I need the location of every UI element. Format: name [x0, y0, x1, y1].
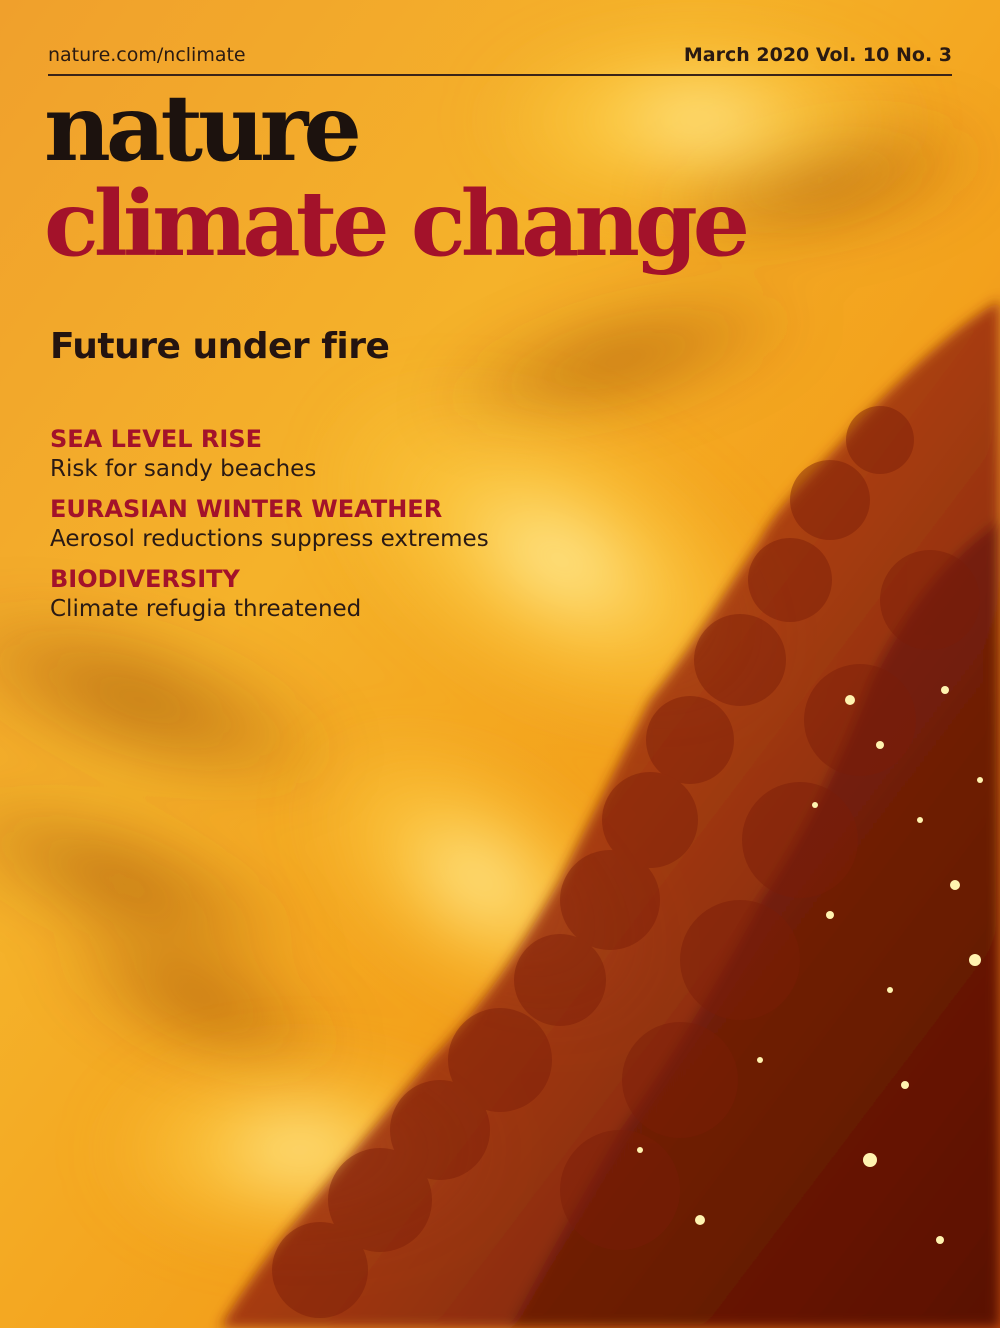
teaser-text: Risk for sandy beaches [50, 456, 317, 482]
cover-header: nature.com/nclimate March 2020 Vol. 10 N… [48, 44, 952, 74]
teaser-topic: BIODIVERSITY [50, 565, 240, 593]
journal-url: nature.com/nclimate [48, 44, 246, 66]
masthead-nature: nature [44, 74, 362, 182]
teaser-text: Climate refugia threatened [50, 596, 362, 622]
masthead-climate-change: climate change [44, 171, 750, 277]
cover-headline: Future under fire [50, 326, 390, 367]
header-rule [48, 74, 952, 76]
cover-teasers: SEA LEVEL RISE Risk for sandy beaches EU… [50, 424, 489, 634]
teaser-topic: SEA LEVEL RISE [50, 425, 263, 453]
teaser-item: EURASIAN WINTER WEATHER Aerosol reductio… [50, 494, 489, 554]
teaser-item: BIODIVERSITY Climate refugia threatened [50, 564, 489, 624]
issue-info: March 2020 Vol. 10 No. 3 [683, 44, 952, 66]
teaser-topic: EURASIAN WINTER WEATHER [50, 495, 443, 523]
teaser-text: Aerosol reductions suppress extremes [50, 526, 489, 552]
teaser-item: SEA LEVEL RISE Risk for sandy beaches [50, 424, 489, 484]
